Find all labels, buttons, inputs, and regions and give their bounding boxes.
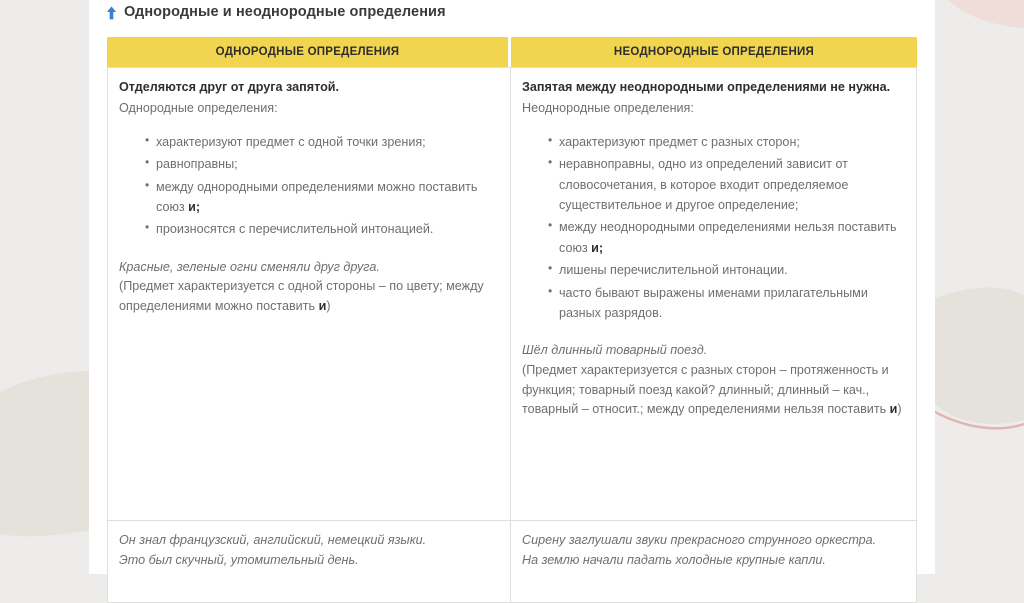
list-item: между однородными определениями можно по… bbox=[145, 176, 499, 218]
list-item: неравноправны, одно из определений завис… bbox=[548, 153, 905, 215]
right-example-pre: (Предмет характеризуется с разных сторон… bbox=[522, 362, 890, 417]
left-bullet-3-text: произносятся с перечислительной интонаци… bbox=[156, 222, 434, 237]
right-bullet-2-text: между неоднородными определениями нельзя… bbox=[559, 220, 897, 255]
right-sample-1: На землю начали падать холодные крупные … bbox=[522, 553, 826, 568]
table-header-row: ОДНОРОДНЫЕ ОПРЕДЕЛЕНИЯ НЕОДНОРОДНЫЕ ОПРЕ… bbox=[107, 37, 917, 67]
right-bullet-2-bold: и; bbox=[591, 240, 604, 255]
list-item: произносятся с перечислительной интонаци… bbox=[145, 218, 499, 239]
right-example-post: ) bbox=[897, 402, 902, 417]
left-lead-normal: Однородные определения: bbox=[119, 100, 278, 115]
cell-homogeneous-rules: Отделяются друг от друга запятой. Одноро… bbox=[107, 67, 511, 521]
left-bullet-2-bold: и; bbox=[188, 199, 201, 214]
right-example-sentence: Шёл длинный товарный поезд. bbox=[522, 343, 708, 358]
list-item: между неоднородными определениями нельзя… bbox=[548, 216, 905, 258]
cell-heterogeneous-rules: Запятая между неоднородными определениям… bbox=[511, 67, 917, 521]
left-example-pre: (Предмет характеризуется с одной стороны… bbox=[119, 279, 484, 314]
left-lead-bold: Отделяются друг от друга запятой. bbox=[119, 80, 340, 94]
left-bullet-1-text: равноправны; bbox=[156, 157, 238, 172]
right-lead-normal: Неоднородные определения: bbox=[522, 100, 694, 115]
left-rule-list: характеризуют предмет с одной точки зрен… bbox=[119, 131, 499, 240]
right-bullet-4-text: часто бывают выражены именами прилагател… bbox=[559, 285, 868, 320]
left-sample-0: Он знал французский, английский, немецки… bbox=[119, 533, 427, 547]
cell-homogeneous-examples: Он знал французский, английский, немецки… bbox=[107, 521, 511, 603]
background-shape-right bbox=[930, 287, 1024, 424]
comparison-table: ОДНОРОДНЫЕ ОПРЕДЕЛЕНИЯ НЕОДНОРОДНЫЕ ОПРЕ… bbox=[107, 37, 917, 603]
right-rule-list: характеризуют предмет с разных сторон; н… bbox=[522, 131, 905, 324]
list-item: характеризуют предмет с одной точки зрен… bbox=[145, 131, 499, 152]
column-header-heterogeneous: НЕОДНОРОДНЫЕ ОПРЕДЕЛЕНИЯ bbox=[511, 37, 917, 67]
right-lead-bold: Запятая между неоднородными определениям… bbox=[522, 80, 891, 94]
right-sample-0: Сирену заглушали звуки прекрасного струн… bbox=[522, 533, 877, 547]
left-example-block: Красные, зеленые огни сменяли друг друга… bbox=[119, 258, 499, 317]
list-item: лишены перечислительной интонации. bbox=[548, 259, 905, 280]
right-example-block: Шёл длинный товарный поезд. (Предмет хар… bbox=[522, 341, 905, 420]
slide-canvas: Однородные и неоднородные определения ОД… bbox=[89, 0, 935, 603]
list-item: часто бывают выражены именами прилагател… bbox=[548, 282, 905, 324]
list-item: характеризуют предмет с разных сторон; bbox=[548, 131, 905, 152]
list-item: равноправны; bbox=[145, 153, 499, 174]
right-bullet-0-text: характеризуют предмет с разных сторон; bbox=[559, 134, 800, 149]
background-curve-right bbox=[927, 406, 1024, 430]
left-bullet-2-text: между однородными определениями можно по… bbox=[156, 179, 478, 214]
page-title: Однородные и неоднородные определения bbox=[124, 4, 446, 20]
right-bullet-1-text: неравноправны, одно из определений завис… bbox=[559, 157, 849, 212]
left-example-explanation: (Предмет характеризуется с одной стороны… bbox=[119, 277, 499, 316]
left-sample-1: Это был скучный, утомительный день. bbox=[119, 553, 359, 568]
left-example-sentence: Красные, зеленые огни сменяли друг друга… bbox=[119, 259, 380, 274]
background-shape-topright bbox=[948, 0, 1024, 28]
column-header-homogeneous: ОДНОРОДНЫЕ ОПРЕДЕЛЕНИЯ bbox=[107, 37, 511, 67]
slide-header: Однородные и неоднородные определения bbox=[105, 4, 446, 20]
left-example-post: ) bbox=[326, 299, 331, 314]
right-example-explanation: (Предмет характеризуется с разных сторон… bbox=[522, 361, 905, 420]
left-bullet-0-text: характеризуют предмет с одной точки зрен… bbox=[156, 134, 426, 149]
cell-heterogeneous-examples: Сирену заглушали звуки прекрасного струн… bbox=[511, 521, 917, 603]
up-arrow-icon[interactable] bbox=[105, 5, 118, 21]
table-rules-row: Отделяются друг от друга запятой. Одноро… bbox=[107, 67, 917, 521]
right-bullet-3-text: лишены перечислительной интонации. bbox=[559, 263, 788, 278]
table-examples-row: Он знал французский, английский, немецки… bbox=[107, 521, 917, 603]
